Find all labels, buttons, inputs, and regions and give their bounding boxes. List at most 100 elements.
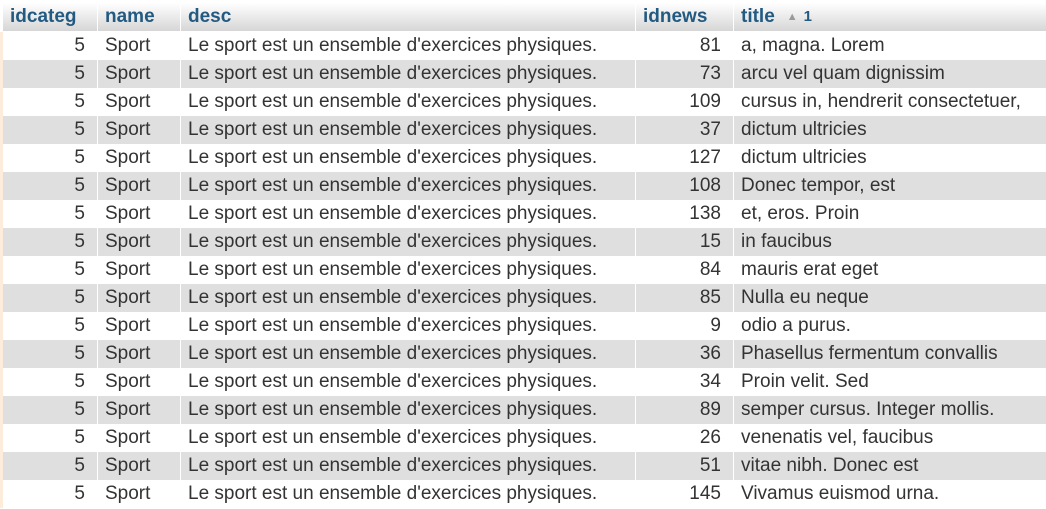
cell-name: Sport [98, 88, 181, 116]
cell-name: Sport [98, 284, 181, 312]
cell-title: mauris erat eget [734, 256, 1046, 284]
cell-title: Phasellus fermentum convallis [734, 340, 1046, 368]
table-row[interactable]: 5 Sport Le sport est un ensemble d'exercic… [0, 452, 1046, 480]
cell-idnews: 34 [636, 368, 734, 396]
table-row[interactable]: 5 Sport Le sport est un ensemble d'exercic… [0, 340, 1046, 368]
cell-idcateg: 5 [0, 144, 98, 172]
cell-idnews: 81 [636, 32, 734, 60]
column-header-name-label: name [105, 6, 155, 27]
cell-idcateg: 5 [0, 32, 98, 60]
cell-idnews: 9 [636, 312, 734, 340]
cell-desc: Le sport est un ensemble d'exercices phy… [181, 88, 636, 116]
table-row[interactable]: 5 Sport Le sport est un ensemble d'exercic… [0, 368, 1046, 396]
table-row[interactable]: 5 Sport Le sport est un ensemble d'exercic… [0, 284, 1046, 312]
table-row[interactable]: 5 Sport Le sport est un ensemble d'exercic… [0, 256, 1046, 284]
cell-idnews: 145 [636, 480, 734, 508]
table-row[interactable]: 5 Sport Le sport est un ensemble d'exercic… [0, 116, 1046, 144]
cell-name: Sport [98, 144, 181, 172]
cell-name: Sport [98, 172, 181, 200]
cell-idcateg: 5 [0, 480, 98, 508]
cell-idnews: 127 [636, 144, 734, 172]
column-header-idcateg-label: idcateg [10, 6, 77, 27]
column-header-title[interactable]: title ▲ 1 [734, 3, 1046, 32]
table-row[interactable]: 5 Sport Le sport est un ensemble d'exercic… [0, 32, 1046, 60]
cell-name: Sport [98, 368, 181, 396]
cell-name: Sport [98, 424, 181, 452]
cell-title: Vivamus euismod urna. [734, 480, 1046, 508]
cell-idcateg: 5 [0, 60, 98, 88]
cell-idcateg: 5 [0, 452, 98, 480]
table-row[interactable]: 5 Sport Le sport est un ensemble d'exercic… [0, 88, 1046, 116]
cell-desc: Le sport est un ensemble d'exercices phy… [181, 60, 636, 88]
cell-desc: Le sport est un ensemble d'exercices phy… [181, 396, 636, 424]
cell-idnews: 26 [636, 424, 734, 452]
cell-idnews: 15 [636, 228, 734, 256]
cell-idcateg: 5 [0, 200, 98, 228]
cell-name: Sport [98, 32, 181, 60]
cell-title: Nulla eu neque [734, 284, 1046, 312]
cell-idnews: 108 [636, 172, 734, 200]
cell-desc: Le sport est un ensemble d'exercices phy… [181, 116, 636, 144]
table-row[interactable]: 5 Sport Le sport est un ensemble d'exercic… [0, 312, 1046, 340]
cell-desc: Le sport est un ensemble d'exercices phy… [181, 480, 636, 508]
cell-name: Sport [98, 480, 181, 508]
column-header-idnews-label: idnews [643, 6, 708, 27]
sort-order-number: 1 [803, 8, 813, 25]
table-row[interactable]: 5 Sport Le sport est un ensemble d'exercic… [0, 60, 1046, 88]
cell-title: in faucibus [734, 228, 1046, 256]
column-header-idnews[interactable]: idnews [636, 3, 734, 32]
cell-title: a, magna. Lorem [734, 32, 1046, 60]
cell-desc: Le sport est un ensemble d'exercices phy… [181, 368, 636, 396]
cell-title: vitae nibh. Donec est [734, 452, 1046, 480]
table-row[interactable]: 5 Sport Le sport est un ensemble d'exercic… [0, 480, 1046, 508]
cell-name: Sport [98, 452, 181, 480]
column-header-idcateg[interactable]: idcateg [0, 3, 98, 32]
cell-title: arcu vel quam dignissim [734, 60, 1046, 88]
cell-idcateg: 5 [0, 368, 98, 396]
cell-name: Sport [98, 228, 181, 256]
column-header-name[interactable]: name [98, 3, 181, 32]
cell-title: dictum ultricies [734, 144, 1046, 172]
cell-desc: Le sport est un ensemble d'exercices phy… [181, 144, 636, 172]
cell-idnews: 37 [636, 116, 734, 144]
cell-idcateg: 5 [0, 228, 98, 256]
table-row[interactable]: 5 Sport Le sport est un ensemble d'exercic… [0, 396, 1046, 424]
cell-name: Sport [98, 312, 181, 340]
table-row[interactable]: 5 Sport Le sport est un ensemble d'exercic… [0, 424, 1046, 452]
cell-desc: Le sport est un ensemble d'exercices phy… [181, 32, 636, 60]
cell-title: cursus in, hendrerit consectetuer, [734, 88, 1046, 116]
cell-idcateg: 5 [0, 396, 98, 424]
cell-idcateg: 5 [0, 312, 98, 340]
triangle-up-icon[interactable]: ▲ [786, 11, 798, 23]
cell-idcateg: 5 [0, 116, 98, 144]
cell-title: semper cursus. Integer mollis. [734, 396, 1046, 424]
cell-idnews: 138 [636, 200, 734, 228]
cell-idcateg: 5 [0, 256, 98, 284]
cell-name: Sport [98, 340, 181, 368]
table-row[interactable]: 5 Sport Le sport est un ensemble d'exercic… [0, 200, 1046, 228]
cell-idcateg: 5 [0, 284, 98, 312]
cell-desc: Le sport est un ensemble d'exercices phy… [181, 200, 636, 228]
cell-name: Sport [98, 200, 181, 228]
cell-name: Sport [98, 60, 181, 88]
cell-desc: Le sport est un ensemble d'exercices phy… [181, 424, 636, 452]
cell-desc: Le sport est un ensemble d'exercices phy… [181, 312, 636, 340]
cell-idcateg: 5 [0, 340, 98, 368]
cell-title: et, eros. Proin [734, 200, 1046, 228]
cell-title: Donec tempor, est [734, 172, 1046, 200]
table-row[interactable]: 5 Sport Le sport est un ensemble d'exercic… [0, 144, 1046, 172]
cell-idnews: 73 [636, 60, 734, 88]
cell-desc: Le sport est un ensemble d'exercices phy… [181, 284, 636, 312]
cell-name: Sport [98, 256, 181, 284]
header-row: idcateg name desc idnews title ▲ 1 [0, 3, 1046, 32]
table-row[interactable]: 5 Sport Le sport est un ensemble d'exercic… [0, 228, 1046, 256]
cell-title: dictum ultricies [734, 116, 1046, 144]
cell-idcateg: 5 [0, 424, 98, 452]
cell-desc: Le sport est un ensemble d'exercices phy… [181, 172, 636, 200]
column-header-desc[interactable]: desc [181, 3, 636, 32]
cell-title: Proin velit. Sed [734, 368, 1046, 396]
table-row[interactable]: 5 Sport Le sport est un ensemble d'exercic… [0, 172, 1046, 200]
cell-idnews: 84 [636, 256, 734, 284]
cell-idnews: 109 [636, 88, 734, 116]
column-header-title-label: title [741, 6, 775, 27]
